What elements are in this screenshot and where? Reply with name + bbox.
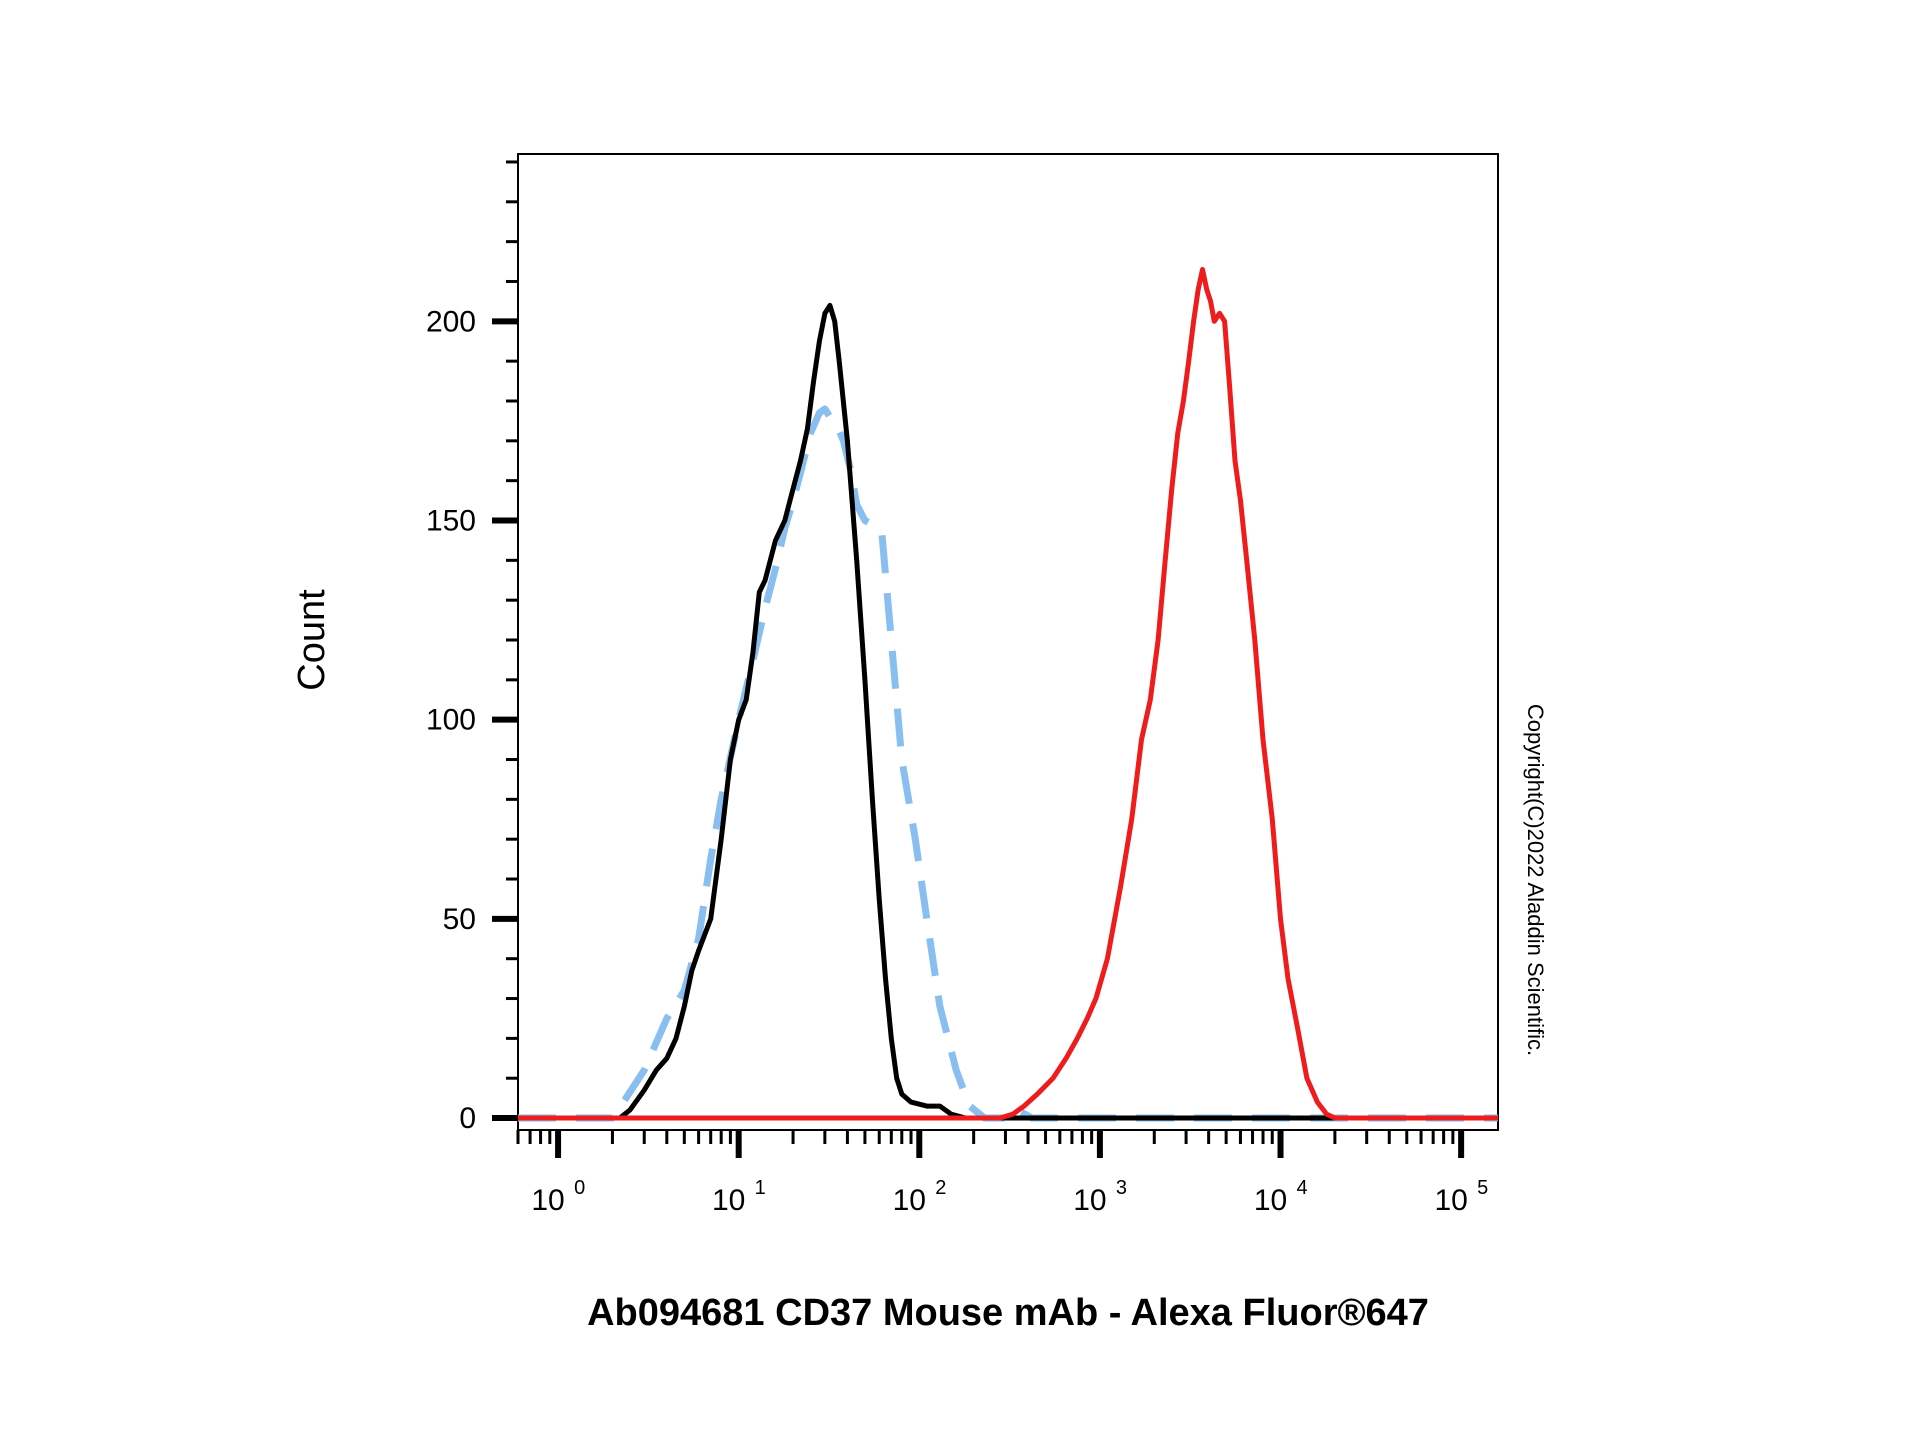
x-tick-label-exponent: 0 [574, 1177, 585, 1199]
x-tick-label: 10 1 [712, 1177, 766, 1217]
x-tick-label: 10 0 [531, 1177, 585, 1217]
series-line-2 [518, 302, 1498, 1121]
x-tick-label-exponent: 1 [755, 1177, 766, 1199]
y-axis: 0 50 100 150 200 [426, 160, 518, 1135]
series-line-3 [518, 267, 1498, 1121]
x-tick-label-exponent: 5 [1477, 1177, 1488, 1199]
x-tick-label: 10 3 [1073, 1177, 1127, 1217]
x-tick-label-base: 10 [1434, 1184, 1467, 1217]
x-tick-label-base: 10 [1254, 1184, 1287, 1217]
x-tick-label-base: 10 [531, 1184, 564, 1217]
y-tick-label: 100 [426, 704, 476, 737]
x-tick-label-base: 10 [893, 1184, 926, 1217]
x-tick-label: 10 5 [1434, 1177, 1488, 1217]
y-axis-title: Count [291, 589, 333, 691]
x-tick-label-exponent: 4 [1297, 1177, 1308, 1199]
plot-frame [517, 153, 1499, 1131]
series-layer [518, 267, 1498, 1122]
y-tick-label: 150 [426, 504, 476, 537]
y-tick-label: 0 [459, 1102, 476, 1135]
x-axis-title: Ab094681 CD37 Mouse mAb - Alexa Fluor®64… [587, 1292, 1429, 1334]
copyright-annotation: Copyright(C)2022 Aladdin Scientific. [1523, 704, 1548, 1056]
y-tick-label: 50 [443, 903, 476, 936]
x-tick-label-base: 10 [712, 1184, 745, 1217]
series-line-1 [518, 405, 1498, 1122]
y-tick-label: 200 [426, 305, 476, 338]
x-tick-label: 10 4 [1254, 1177, 1308, 1217]
x-axis: 10 0 10 1 10 2 10 3 10 4 10 5 [516, 1130, 1488, 1217]
x-tick-label-exponent: 3 [1116, 1177, 1127, 1199]
x-tick-label-exponent: 2 [935, 1177, 946, 1199]
x-tick-label-base: 10 [1073, 1184, 1106, 1217]
x-tick-label: 10 2 [893, 1177, 947, 1217]
